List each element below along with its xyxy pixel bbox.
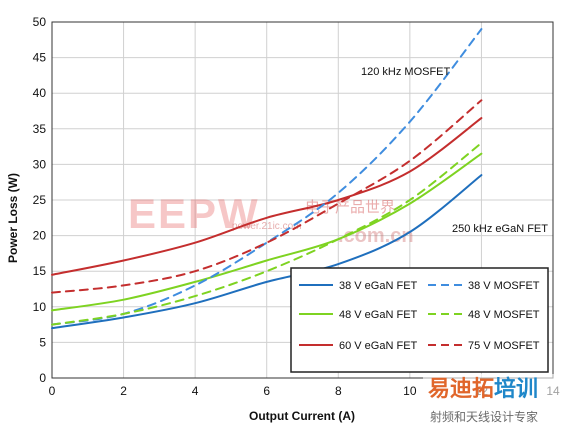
series-line-75-v-mosfet [51,99,483,294]
x-tick-label: 4 [192,384,199,398]
series-line-48-v-egan-fet [51,152,483,312]
x-tick-label: 2 [120,384,127,398]
y-tick-label: 50 [33,15,47,29]
y-tick-label: 35 [33,122,47,136]
annotations: 120 kHz MOSFET 250 kHz eGaN FET [361,66,548,235]
series-line-60-v-egan-fet [51,117,483,276]
y-tick-label: 45 [33,51,47,65]
series-layer [51,28,483,330]
series-line-48-v-mosfet [51,142,483,326]
annotation-120khz-mosfet: 120 kHz MOSFET [361,66,451,78]
legend-label-38-v-egan-fet: 38 V eGaN FET [339,280,418,292]
legend-box [290,267,549,373]
y-tick-label: 15 [33,264,47,278]
y-tick-label: 30 [33,157,47,171]
legend-label-38-v-mosfet: 38 V MOSFET [468,280,540,292]
y-tick-label: 10 [33,300,47,314]
x-tick-label: 6 [263,384,270,398]
y-tick-label: 25 [33,193,47,207]
annotation-250khz-egan-fet: 250 kHz eGaN FET [452,223,548,235]
legend-label-75-v-mosfet: 75 V MOSFET [468,340,540,352]
y-tick-label: 20 [33,229,47,243]
y-tick-label: 0 [39,371,46,385]
y-tick-label: 40 [33,86,47,100]
x-tick-label: 10 [403,384,417,398]
series-line-38-v-egan-fet [51,174,483,330]
x-tick-label: 8 [335,384,342,398]
watermark-url: power.21ic.com [232,221,301,232]
training-watermark: 易迪拓培训 射频和天线设计专家 [423,374,573,426]
legend-label-60-v-egan-fet: 60 V eGaN FET [339,340,418,352]
y-axis-title: Power Loss (W) [6,173,20,263]
watermark-training-title: 易迪拓培训 [428,376,538,401]
watermark-training-subtitle: 射频和天线设计专家 [430,409,538,424]
x-axis-title: Output Current (A) [249,409,355,423]
x-tick-label: 0 [49,384,56,398]
y-tick-label: 5 [39,335,46,349]
legend-label-48-v-egan-fet: 48 V eGaN FET [339,309,418,321]
plot-frame [51,21,554,379]
legend: 38 V eGaN FET 48 V eGaN FET 60 V eGaN FET 3… [290,267,549,373]
legend-label-48-v-mosfet: 48 V MOSFET [468,309,540,321]
